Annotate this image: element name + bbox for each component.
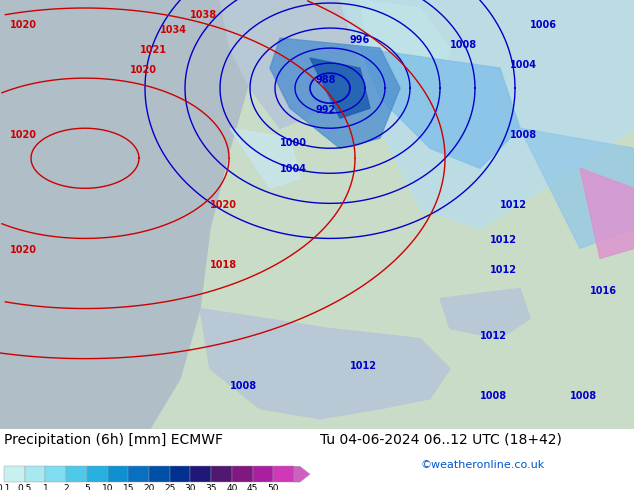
Text: 1021: 1021 [140, 45, 167, 55]
Text: 1020: 1020 [130, 65, 157, 75]
Bar [252, 466, 273, 482]
Text: 988: 988 [315, 75, 335, 85]
Text: 1012: 1012 [490, 266, 517, 275]
Text: 40: 40 [226, 484, 238, 490]
Text: 1012: 1012 [490, 235, 517, 245]
Polygon shape [310, 58, 370, 118]
Polygon shape [200, 309, 450, 419]
Text: ©weatheronline.co.uk: ©weatheronline.co.uk [420, 461, 544, 470]
Bar [46, 466, 66, 482]
Text: 1038: 1038 [190, 10, 217, 20]
Text: 1008: 1008 [230, 381, 257, 391]
Bar [190, 466, 211, 482]
Bar [66, 466, 87, 482]
Polygon shape [580, 168, 634, 258]
Polygon shape [0, 0, 250, 429]
Text: 992: 992 [315, 105, 335, 115]
Bar [170, 466, 190, 482]
Text: 20: 20 [143, 484, 155, 490]
Bar [128, 466, 149, 482]
Text: 1008: 1008 [450, 40, 477, 50]
Polygon shape [360, 48, 520, 168]
Text: 1020: 1020 [210, 200, 237, 210]
Polygon shape [340, 0, 634, 228]
Text: 45: 45 [247, 484, 258, 490]
Text: 1008: 1008 [510, 130, 537, 140]
Text: 30: 30 [184, 484, 196, 490]
Text: 1020: 1020 [10, 245, 37, 255]
Bar [149, 466, 170, 482]
Text: 5: 5 [84, 484, 90, 490]
Text: 1020: 1020 [10, 130, 37, 140]
Bar [232, 466, 252, 482]
Text: 1012: 1012 [500, 200, 527, 210]
Text: 50: 50 [268, 484, 279, 490]
Text: 1004: 1004 [510, 60, 537, 70]
Text: 1016: 1016 [590, 286, 617, 295]
Text: 25: 25 [164, 484, 176, 490]
Polygon shape [520, 128, 634, 248]
Text: 1020: 1020 [10, 20, 37, 30]
Text: 1008: 1008 [570, 391, 597, 401]
Text: 1000: 1000 [280, 138, 307, 148]
Text: 1018: 1018 [210, 261, 237, 270]
Text: 1006: 1006 [530, 20, 557, 30]
Polygon shape [230, 128, 300, 188]
Bar [211, 466, 232, 482]
Text: 35: 35 [205, 484, 217, 490]
Polygon shape [360, 0, 450, 98]
Text: 1008: 1008 [480, 391, 507, 401]
Polygon shape [220, 0, 360, 128]
FancyArrow shape [294, 466, 310, 482]
Text: 10: 10 [102, 484, 113, 490]
Bar [108, 466, 128, 482]
Text: 1004: 1004 [280, 164, 307, 174]
Bar [4, 466, 25, 482]
Text: 2: 2 [63, 484, 69, 490]
Bar [87, 466, 108, 482]
Text: 1034: 1034 [160, 25, 187, 35]
Text: 1012: 1012 [350, 361, 377, 370]
Text: Tu 04-06-2024 06..12 UTC (18+42): Tu 04-06-2024 06..12 UTC (18+42) [320, 433, 562, 447]
Polygon shape [270, 38, 400, 148]
Polygon shape [440, 289, 530, 339]
Text: 15: 15 [122, 484, 134, 490]
Bar [25, 466, 46, 482]
Text: 1: 1 [42, 484, 48, 490]
Text: 996: 996 [350, 35, 370, 45]
Text: 0.5: 0.5 [18, 484, 32, 490]
Bar [273, 466, 294, 482]
Text: 1012: 1012 [480, 331, 507, 341]
Text: Precipitation (6h) [mm] ECMWF: Precipitation (6h) [mm] ECMWF [4, 433, 223, 447]
Text: 0.1: 0.1 [0, 484, 11, 490]
